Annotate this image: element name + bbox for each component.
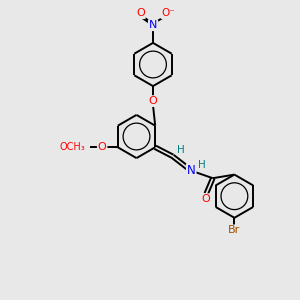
Text: H: H: [177, 145, 185, 155]
Text: N: N: [149, 20, 157, 30]
Text: O: O: [98, 142, 106, 152]
Text: O: O: [136, 8, 145, 18]
Text: N: N: [187, 164, 196, 177]
Text: O: O: [202, 194, 211, 204]
Text: Br: Br: [228, 225, 241, 236]
Text: O⁻: O⁻: [161, 8, 175, 18]
Text: H: H: [198, 160, 206, 170]
Text: OCH₃: OCH₃: [59, 142, 85, 152]
Text: O: O: [148, 96, 158, 106]
